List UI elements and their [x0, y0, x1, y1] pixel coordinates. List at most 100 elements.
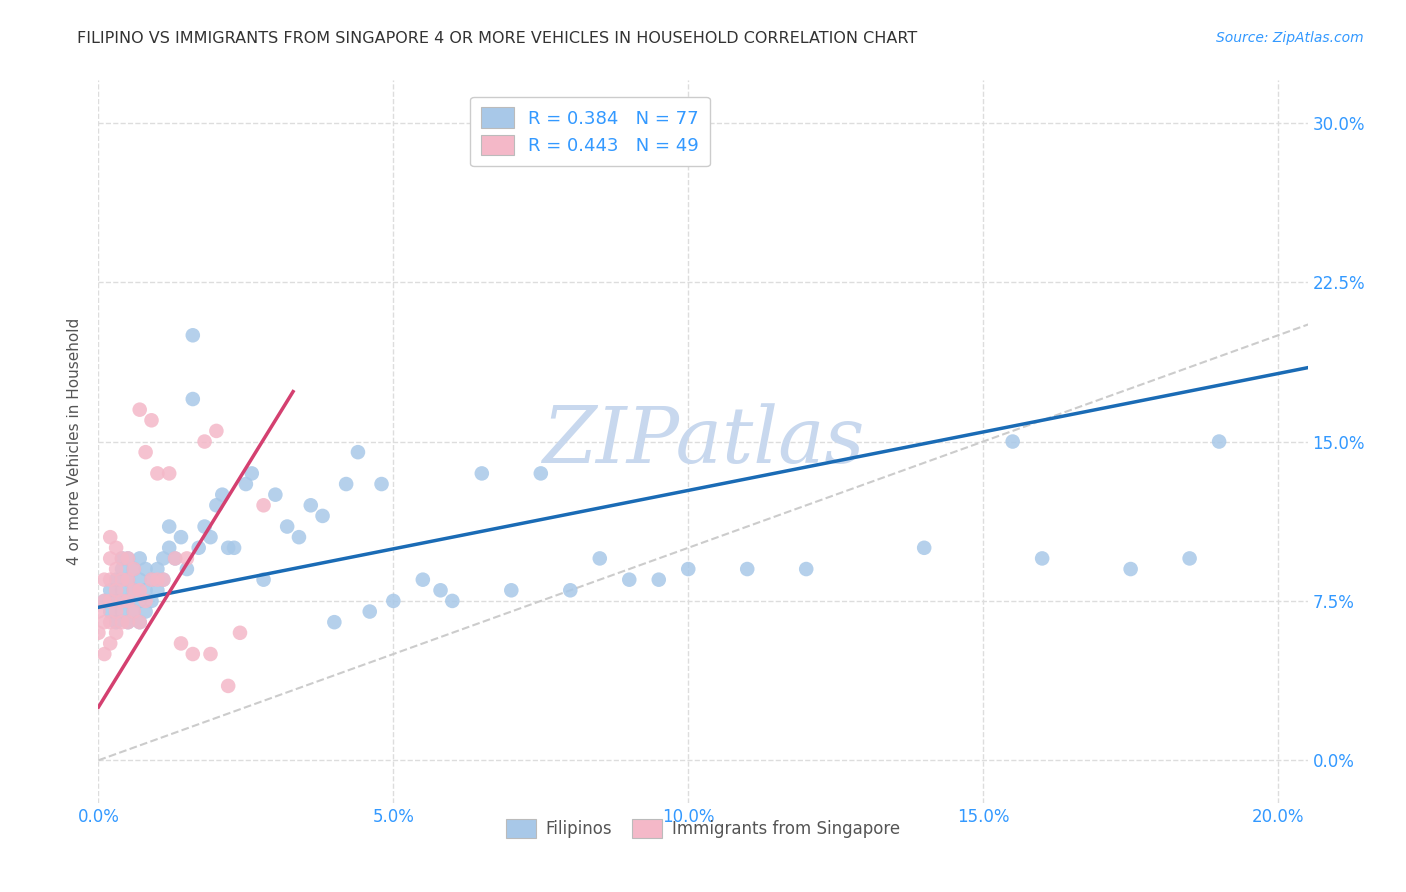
Point — [105, 615, 128, 630]
Point — [429, 583, 451, 598]
Point — [157, 541, 180, 555]
Point — [1208, 434, 1230, 449]
Point — [152, 551, 174, 566]
Point — [93, 573, 115, 587]
Point — [117, 615, 139, 630]
Point — [122, 562, 145, 576]
Point — [117, 551, 139, 566]
Point — [194, 434, 217, 449]
Point — [382, 594, 405, 608]
Point — [200, 530, 222, 544]
Point — [359, 605, 381, 619]
Point — [111, 551, 134, 566]
Point — [141, 573, 163, 587]
Point — [128, 594, 150, 608]
Point — [181, 647, 204, 661]
Point — [205, 498, 228, 512]
Point — [560, 583, 582, 598]
Point — [252, 573, 274, 587]
Point — [98, 605, 121, 619]
Point — [135, 583, 157, 598]
Point — [1119, 562, 1142, 576]
Point — [229, 625, 252, 640]
Point — [93, 594, 115, 608]
Point — [146, 583, 169, 598]
Point — [1031, 551, 1053, 566]
Point — [288, 530, 311, 544]
Point — [111, 573, 134, 587]
Point — [128, 615, 150, 630]
Point — [370, 477, 392, 491]
Text: FILIPINO VS IMMIGRANTS FROM SINGAPORE 4 OR MORE VEHICLES IN HOUSEHOLD CORRELATIO: FILIPINO VS IMMIGRANTS FROM SINGAPORE 4 … — [77, 31, 918, 46]
Point — [122, 605, 145, 619]
Point — [135, 605, 157, 619]
Point — [530, 467, 553, 481]
Point — [135, 562, 157, 576]
Point — [205, 424, 228, 438]
Point — [217, 541, 239, 555]
Point — [122, 583, 145, 598]
Point — [412, 573, 434, 587]
Point — [135, 594, 157, 608]
Point — [678, 562, 700, 576]
Point — [648, 573, 671, 587]
Point — [117, 594, 139, 608]
Point — [111, 594, 134, 608]
Point — [128, 402, 150, 417]
Point — [157, 467, 180, 481]
Point — [98, 583, 121, 598]
Point — [128, 615, 150, 630]
Point — [323, 615, 346, 630]
Point — [217, 679, 239, 693]
Point — [117, 551, 139, 566]
Point — [1178, 551, 1201, 566]
Point — [187, 541, 209, 555]
Point — [200, 647, 222, 661]
Point — [98, 615, 121, 630]
Point — [264, 488, 287, 502]
Point — [117, 573, 139, 587]
Point — [176, 551, 198, 566]
Point — [122, 605, 145, 619]
Point — [105, 594, 128, 608]
Point — [912, 541, 935, 555]
Point — [335, 477, 357, 491]
Point — [181, 392, 204, 406]
Point — [146, 562, 169, 576]
Point — [87, 605, 110, 619]
Y-axis label: 4 or more Vehicles in Household: 4 or more Vehicles in Household — [67, 318, 83, 566]
Point — [141, 573, 163, 587]
Point — [105, 583, 128, 598]
Point — [176, 562, 198, 576]
Point — [794, 562, 817, 576]
Point — [165, 551, 187, 566]
Point — [93, 615, 115, 630]
Point — [589, 551, 612, 566]
Point — [98, 636, 121, 650]
Point — [111, 551, 134, 566]
Point — [105, 541, 128, 555]
Point — [128, 551, 150, 566]
Point — [87, 625, 110, 640]
Point — [299, 498, 322, 512]
Point — [170, 530, 193, 544]
Point — [98, 530, 121, 544]
Point — [111, 615, 134, 630]
Point — [122, 562, 145, 576]
Point — [181, 328, 204, 343]
Point — [735, 562, 758, 576]
Point — [111, 583, 134, 598]
Point — [170, 636, 193, 650]
Point — [93, 594, 115, 608]
Point — [501, 583, 523, 598]
Point — [146, 573, 169, 587]
Point — [93, 647, 115, 661]
Point — [157, 519, 180, 533]
Point — [252, 498, 274, 512]
Point — [194, 519, 217, 533]
Point — [105, 573, 128, 587]
Point — [222, 541, 245, 555]
Point — [141, 413, 163, 427]
Point — [441, 594, 464, 608]
Point — [235, 477, 257, 491]
